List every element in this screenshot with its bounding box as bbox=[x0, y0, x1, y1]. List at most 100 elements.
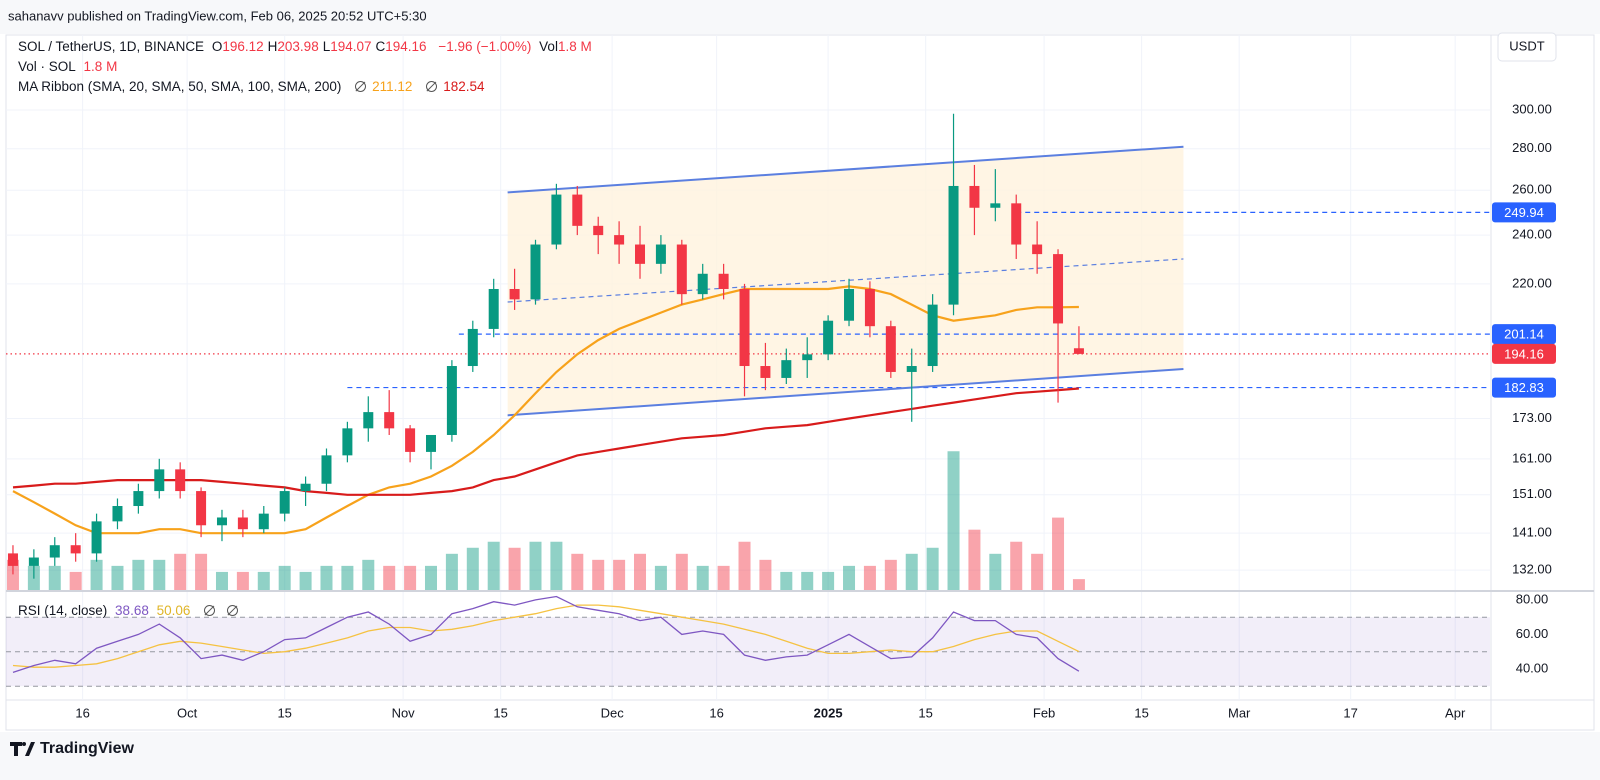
vol-value: 1.8 M bbox=[557, 39, 592, 54]
candle-body bbox=[1011, 203, 1022, 245]
ohlc-value: 203.98 bbox=[277, 39, 319, 54]
candle-body bbox=[509, 288, 520, 300]
candle-body bbox=[488, 288, 499, 329]
ohlc-key: O bbox=[211, 39, 223, 54]
tv-logo bbox=[10, 742, 35, 756]
candle-body bbox=[990, 203, 1001, 208]
y-tick-label: 161.00 bbox=[1512, 450, 1552, 465]
candle-body bbox=[969, 185, 980, 208]
price-tag-label: 182.83 bbox=[1504, 380, 1544, 395]
volume-bar bbox=[404, 565, 417, 590]
candle-body bbox=[279, 491, 290, 514]
volume-bar bbox=[675, 553, 688, 590]
y-tick-label: 151.00 bbox=[1512, 486, 1552, 501]
candle-body bbox=[258, 513, 269, 530]
volume-bar bbox=[550, 541, 563, 590]
candle-body bbox=[739, 288, 750, 367]
candle-body bbox=[363, 412, 374, 429]
x-tick-label: 15 bbox=[918, 705, 932, 720]
rsi-ma-line bbox=[12, 604, 1080, 668]
candle-body bbox=[384, 412, 395, 429]
x-tick-label: 15 bbox=[277, 705, 291, 720]
ma-name: MA Ribbon (SMA, 20, SMA, 50, SMA, 100, S… bbox=[18, 79, 342, 94]
header-bar bbox=[0, 0, 1600, 34]
candle-body bbox=[321, 455, 332, 484]
candle-body bbox=[676, 244, 687, 295]
currency-button[interactable] bbox=[1497, 32, 1557, 62]
volume-bar bbox=[320, 565, 333, 590]
candle-body bbox=[133, 491, 144, 507]
ohlc-key: H bbox=[267, 39, 278, 54]
volume-bar bbox=[1052, 517, 1065, 590]
footer-bar bbox=[0, 732, 1600, 780]
volume-bar bbox=[717, 565, 730, 590]
volume-bar bbox=[905, 553, 918, 590]
x-tick-label: 16 bbox=[709, 705, 723, 720]
hidden-icon[interactable] bbox=[227, 605, 239, 616]
ohlc-values: O196.12 H203.98 L194.07 C194.16 bbox=[212, 39, 431, 54]
volume-bar bbox=[843, 565, 856, 590]
candle-body bbox=[70, 545, 81, 554]
candle-body bbox=[467, 328, 478, 367]
publisher-line: sahanavv published on TradingView.com, F… bbox=[8, 8, 427, 23]
ma-value: 211.12 bbox=[372, 79, 413, 94]
volume-bar bbox=[341, 565, 354, 590]
symbol: SOL / TetherUS, 1D, BINANCE bbox=[18, 39, 205, 54]
ohlc-key: L bbox=[322, 39, 331, 54]
candle-body bbox=[760, 366, 771, 378]
x-tick-label: 16 bbox=[75, 705, 89, 720]
volume-bar bbox=[278, 565, 291, 590]
y-tick-label: 240.00 bbox=[1512, 227, 1552, 242]
candle-body bbox=[593, 225, 604, 236]
volume-bar bbox=[48, 565, 61, 590]
change: −1.96 (−1.00%) bbox=[438, 39, 532, 54]
candle-body bbox=[864, 288, 875, 327]
y-tick-label: 260.00 bbox=[1512, 182, 1552, 197]
hidden-icon[interactable] bbox=[426, 81, 438, 92]
candle-body bbox=[1053, 254, 1064, 324]
candle-body bbox=[7, 553, 18, 566]
volume-bar bbox=[529, 541, 542, 590]
hidden-icon[interactable] bbox=[204, 605, 216, 616]
hidden-icon[interactable] bbox=[355, 81, 367, 92]
volume-bar bbox=[634, 553, 647, 590]
ma-line bbox=[12, 387, 1079, 496]
y-tick-label: 141.00 bbox=[1512, 525, 1552, 540]
candle-body bbox=[28, 557, 39, 566]
rsi-legend: RSI (14, close) 38.68 50.06 bbox=[18, 603, 244, 618]
candle-body bbox=[551, 194, 562, 245]
chart-frame bbox=[5, 34, 1595, 731]
volume-bar bbox=[90, 559, 103, 590]
candle-body bbox=[237, 517, 248, 530]
volume-bar bbox=[613, 559, 626, 590]
y-tick-label: 132.00 bbox=[1512, 562, 1552, 577]
candle-body bbox=[1032, 244, 1043, 255]
candle-body bbox=[405, 428, 416, 452]
channel-middle bbox=[507, 258, 1184, 303]
symbol-legend: SOL / TetherUS, 1D, BINANCE O196.12 H203.… bbox=[18, 39, 596, 54]
x-tick-label: Mar bbox=[1228, 705, 1251, 720]
price-tag bbox=[1492, 324, 1556, 345]
rsi-tick-label: 40.00 bbox=[1516, 660, 1549, 675]
tv-logo-dot bbox=[22, 742, 26, 746]
volume-bar bbox=[299, 571, 312, 590]
volume-bar bbox=[132, 559, 145, 590]
volume-study-value: 1.8 M bbox=[83, 59, 118, 74]
volume-bar bbox=[257, 571, 270, 590]
volume-bar bbox=[362, 559, 375, 590]
x-tick-label: 15 bbox=[1134, 705, 1148, 720]
rsi-tick-label: 80.00 bbox=[1516, 591, 1549, 606]
candle-body bbox=[572, 194, 583, 226]
currency-label[interactable]: USDT bbox=[1509, 38, 1544, 53]
candle-body bbox=[196, 491, 207, 526]
volume-bar bbox=[801, 571, 814, 590]
candle-body bbox=[300, 483, 311, 492]
volume-study: Vol · SOL bbox=[18, 59, 76, 74]
x-tick-label: Feb bbox=[1033, 705, 1055, 720]
price-tag bbox=[1492, 377, 1556, 398]
y-tick-label: 280.00 bbox=[1512, 140, 1552, 155]
volume-bar bbox=[1010, 541, 1023, 590]
x-tick-label: Dec bbox=[601, 705, 625, 720]
candle-body bbox=[885, 326, 896, 372]
